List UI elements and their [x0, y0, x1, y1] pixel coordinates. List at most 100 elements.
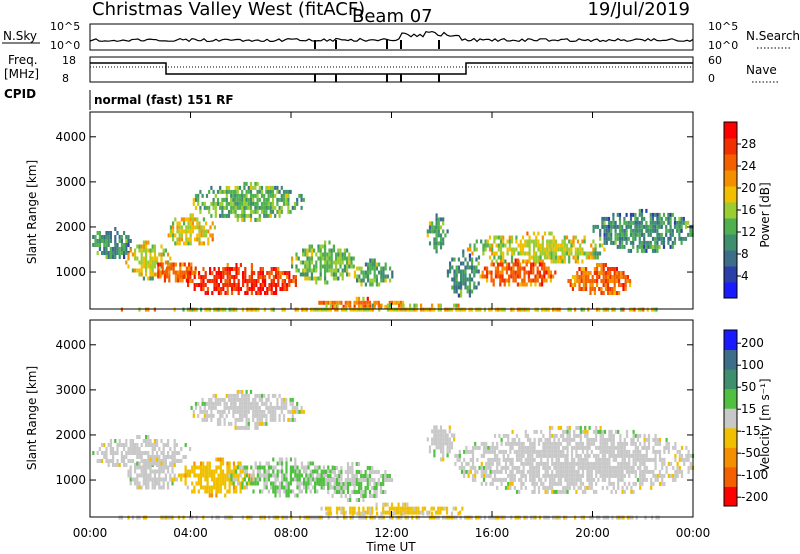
velocity-cell	[344, 486, 347, 490]
velocity-cell	[171, 463, 174, 467]
power-cell	[271, 185, 275, 190]
velocity-cell	[595, 425, 598, 430]
power-cell	[654, 240, 657, 245]
velocity-cell	[393, 506, 396, 511]
velocity-cell	[564, 465, 567, 470]
velocity-cell	[193, 485, 196, 490]
power-cell	[227, 213, 231, 218]
velocity-cell	[151, 461, 154, 466]
power-cell	[348, 260, 351, 265]
power-cell	[609, 267, 612, 271]
velocity-cell	[167, 485, 170, 490]
power-cell	[629, 240, 633, 245]
velocity-cell	[467, 473, 470, 478]
power-cell	[213, 275, 216, 279]
power-region-3	[182, 263, 297, 295]
power-cell	[530, 239, 533, 244]
velocity-cell	[496, 477, 499, 482]
velocity-cell	[487, 473, 490, 478]
power-cell	[317, 276, 320, 281]
velocity-cell	[314, 489, 317, 494]
velocity-cell	[582, 515, 585, 520]
velocity-cell	[570, 453, 574, 458]
power-cell	[241, 197, 244, 202]
power-cell	[249, 205, 253, 210]
power-cell	[206, 307, 209, 312]
velocity-cell	[588, 469, 591, 474]
velocity-cell	[579, 441, 582, 446]
velocity-cell	[564, 477, 567, 482]
power-cell	[116, 231, 119, 235]
power-cell	[462, 273, 465, 278]
power-cell	[596, 255, 599, 260]
velocity-cell	[533, 445, 536, 450]
velocity-cell	[526, 433, 530, 438]
power-cell	[508, 282, 511, 287]
power-cell	[164, 248, 167, 253]
velocity-cell	[318, 478, 321, 482]
velocity-cell	[342, 482, 345, 486]
velocity-cell	[515, 449, 519, 454]
velocity-cell	[623, 461, 626, 466]
velocity-cell	[216, 421, 220, 426]
velocity-cell	[522, 441, 525, 446]
power-cell	[508, 274, 511, 279]
velocity-cell	[116, 451, 119, 455]
power-cell	[302, 260, 305, 265]
power-cell	[271, 209, 275, 214]
power-cell	[315, 268, 318, 273]
velocity-cell	[611, 515, 614, 520]
power-cell	[541, 282, 544, 287]
velocity-cell	[439, 441, 443, 446]
power-cell	[678, 220, 681, 225]
velocity-cell	[270, 481, 273, 486]
velocity-cell	[667, 473, 670, 478]
velocity-cell	[592, 441, 596, 446]
velocity-cell	[636, 445, 640, 450]
power-cell	[151, 244, 154, 249]
velocity-cell	[446, 445, 449, 450]
power-cell	[499, 235, 503, 240]
y-tick-label: 3000	[55, 383, 86, 397]
power-cell	[558, 307, 561, 312]
power-cell	[460, 277, 463, 282]
power-cell	[205, 229, 208, 234]
velocity-cell	[446, 433, 449, 438]
velocity-cell	[164, 473, 167, 478]
velocity-cell	[537, 477, 541, 482]
power-cell	[270, 271, 273, 275]
velocity-cell	[375, 486, 378, 490]
power-cell	[437, 241, 440, 246]
power-cell	[625, 228, 628, 233]
velocity-cell	[450, 445, 454, 450]
power-cell	[349, 304, 352, 309]
velocity-cell	[340, 466, 343, 470]
power-cell	[680, 240, 683, 245]
velocity-cell	[205, 417, 209, 422]
velocity-cell	[529, 465, 532, 470]
velocity-cell	[281, 469, 284, 474]
power-cell	[460, 285, 463, 290]
velocity-cell	[131, 447, 134, 451]
velocity-cell	[397, 510, 400, 515]
power-cell	[426, 233, 429, 238]
power-cell	[609, 291, 612, 295]
power-cell	[637, 307, 640, 312]
velocity-cell	[687, 453, 690, 458]
velocity-cell	[531, 453, 534, 458]
power-cell	[349, 307, 352, 312]
velocity-cell	[147, 435, 150, 439]
power-cell	[539, 251, 542, 256]
power-cell	[142, 244, 145, 249]
power-cell	[541, 235, 544, 240]
velocity-cell	[345, 515, 348, 520]
power-cell	[382, 274, 385, 279]
velocity-cell	[382, 482, 385, 486]
power-cell	[234, 185, 237, 190]
velocity-cell	[542, 433, 545, 438]
velocity-cell	[603, 449, 607, 454]
power-cell	[649, 220, 652, 225]
power-cell	[249, 201, 253, 206]
velocity-cell	[513, 437, 516, 442]
velocity-cell	[500, 437, 503, 442]
